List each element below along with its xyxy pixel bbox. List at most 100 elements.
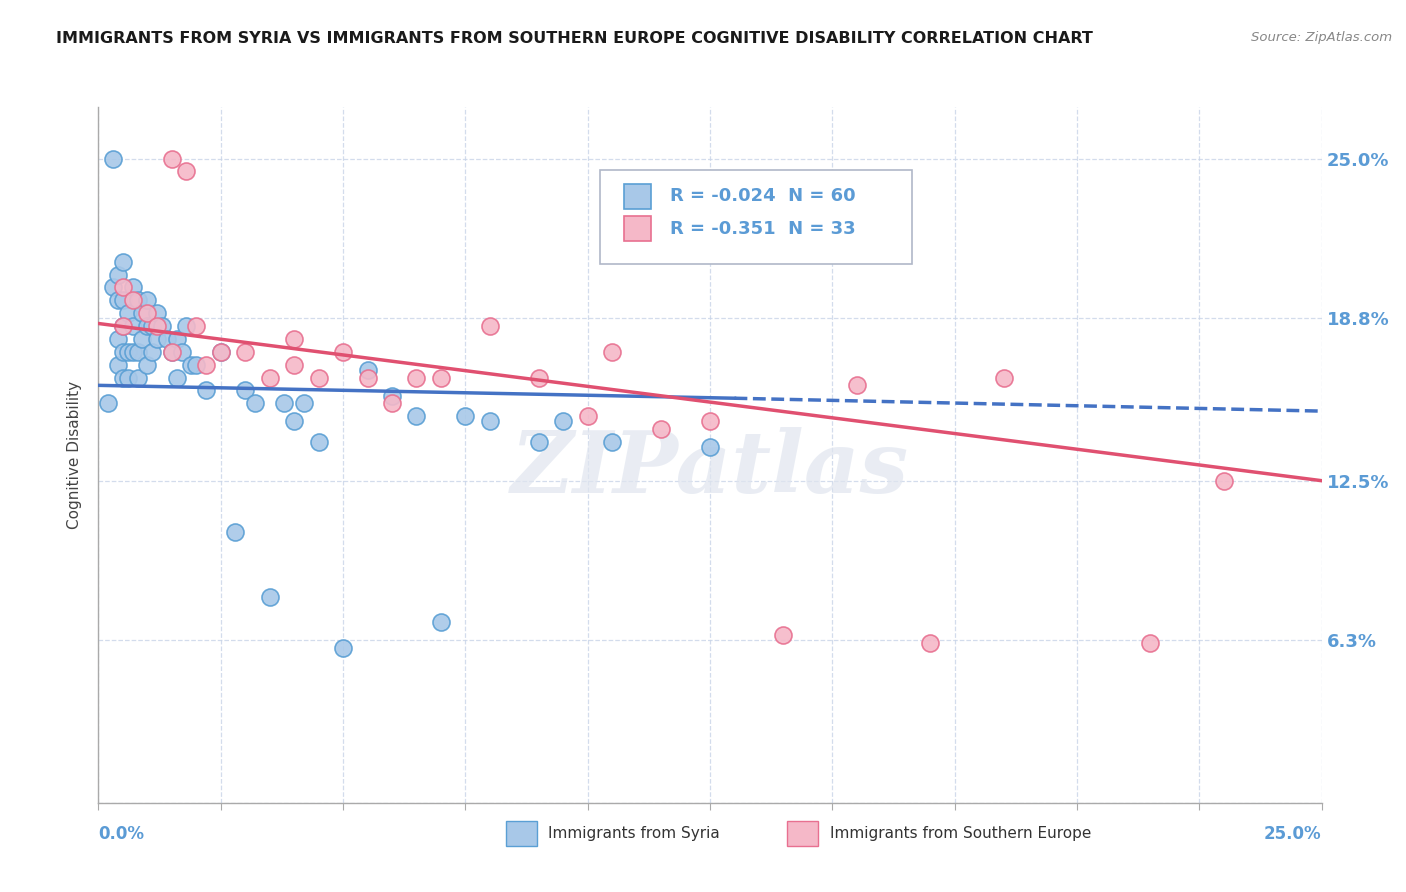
Text: Immigrants from Southern Europe: Immigrants from Southern Europe	[830, 826, 1091, 840]
Point	[259, 590, 281, 604]
Point	[131, 332, 153, 346]
Point	[1212, 474, 1234, 488]
Point	[699, 414, 721, 428]
Point	[166, 332, 188, 346]
Point	[127, 370, 149, 384]
Point	[136, 358, 159, 372]
Point	[243, 396, 266, 410]
Point	[146, 306, 169, 320]
Point	[576, 409, 599, 424]
Point	[283, 358, 305, 372]
Point	[920, 636, 942, 650]
Point	[121, 280, 143, 294]
Point	[111, 280, 134, 294]
Point	[553, 414, 575, 428]
Point	[136, 319, 159, 334]
Point	[111, 254, 134, 268]
Point	[845, 378, 868, 392]
Point	[131, 306, 153, 320]
Point	[332, 641, 354, 656]
Point	[121, 293, 143, 308]
Point	[356, 370, 378, 384]
Point	[136, 306, 159, 320]
Point	[117, 370, 139, 384]
FancyBboxPatch shape	[624, 184, 651, 209]
Point	[107, 332, 129, 346]
Point	[107, 293, 129, 308]
Text: Source: ZipAtlas.com: Source: ZipAtlas.com	[1251, 31, 1392, 45]
Point	[107, 358, 129, 372]
Point	[209, 344, 232, 359]
Point	[101, 280, 124, 294]
Text: R = -0.024  N = 60: R = -0.024 N = 60	[669, 187, 855, 205]
Point	[176, 164, 198, 178]
Point	[166, 370, 188, 384]
Point	[405, 370, 427, 384]
Point	[308, 370, 330, 384]
Y-axis label: Cognitive Disability: Cognitive Disability	[67, 381, 83, 529]
Point	[111, 370, 134, 384]
Point	[156, 332, 179, 346]
Point	[478, 414, 501, 428]
Point	[111, 319, 134, 334]
Point	[283, 414, 305, 428]
Point	[527, 370, 550, 384]
Point	[283, 332, 305, 346]
Text: IMMIGRANTS FROM SYRIA VS IMMIGRANTS FROM SOUTHERN EUROPE COGNITIVE DISABILITY CO: IMMIGRANTS FROM SYRIA VS IMMIGRANTS FROM…	[56, 31, 1092, 46]
Point	[405, 409, 427, 424]
Point	[117, 344, 139, 359]
Point	[186, 358, 208, 372]
Point	[141, 319, 163, 334]
Point	[111, 319, 134, 334]
Point	[160, 152, 183, 166]
Point	[107, 268, 129, 282]
Point	[141, 344, 163, 359]
Point	[273, 396, 295, 410]
Point	[160, 344, 183, 359]
Point	[600, 344, 623, 359]
Point	[292, 396, 315, 410]
Point	[381, 396, 404, 410]
Point	[650, 422, 672, 436]
Point	[121, 319, 143, 334]
Point	[430, 370, 453, 384]
Point	[454, 409, 477, 424]
Point	[101, 152, 124, 166]
Text: ZIPatlas: ZIPatlas	[510, 427, 910, 510]
Text: R = -0.351  N = 33: R = -0.351 N = 33	[669, 219, 855, 238]
Point	[233, 384, 256, 398]
Point	[111, 293, 134, 308]
Point	[772, 628, 794, 642]
FancyBboxPatch shape	[600, 169, 912, 263]
Point	[150, 319, 173, 334]
Point	[381, 389, 404, 403]
Point	[176, 319, 198, 334]
Point	[478, 319, 501, 334]
Point	[127, 293, 149, 308]
Point	[259, 370, 281, 384]
Point	[356, 363, 378, 377]
Text: 25.0%: 25.0%	[1264, 825, 1322, 843]
Text: 0.0%: 0.0%	[98, 825, 145, 843]
Point	[170, 344, 193, 359]
Point	[332, 344, 354, 359]
Point	[195, 384, 218, 398]
Point	[600, 435, 623, 450]
Point	[121, 344, 143, 359]
Point	[127, 344, 149, 359]
Point	[527, 435, 550, 450]
Point	[224, 525, 246, 540]
Point	[111, 344, 134, 359]
Point	[209, 344, 232, 359]
Point	[699, 440, 721, 454]
Point	[136, 293, 159, 308]
Bar	[787, 821, 818, 846]
Point	[186, 319, 208, 334]
Point	[180, 358, 202, 372]
Point	[146, 319, 169, 334]
Bar	[506, 821, 537, 846]
Point	[430, 615, 453, 630]
Point	[993, 370, 1015, 384]
Point	[308, 435, 330, 450]
Point	[233, 344, 256, 359]
